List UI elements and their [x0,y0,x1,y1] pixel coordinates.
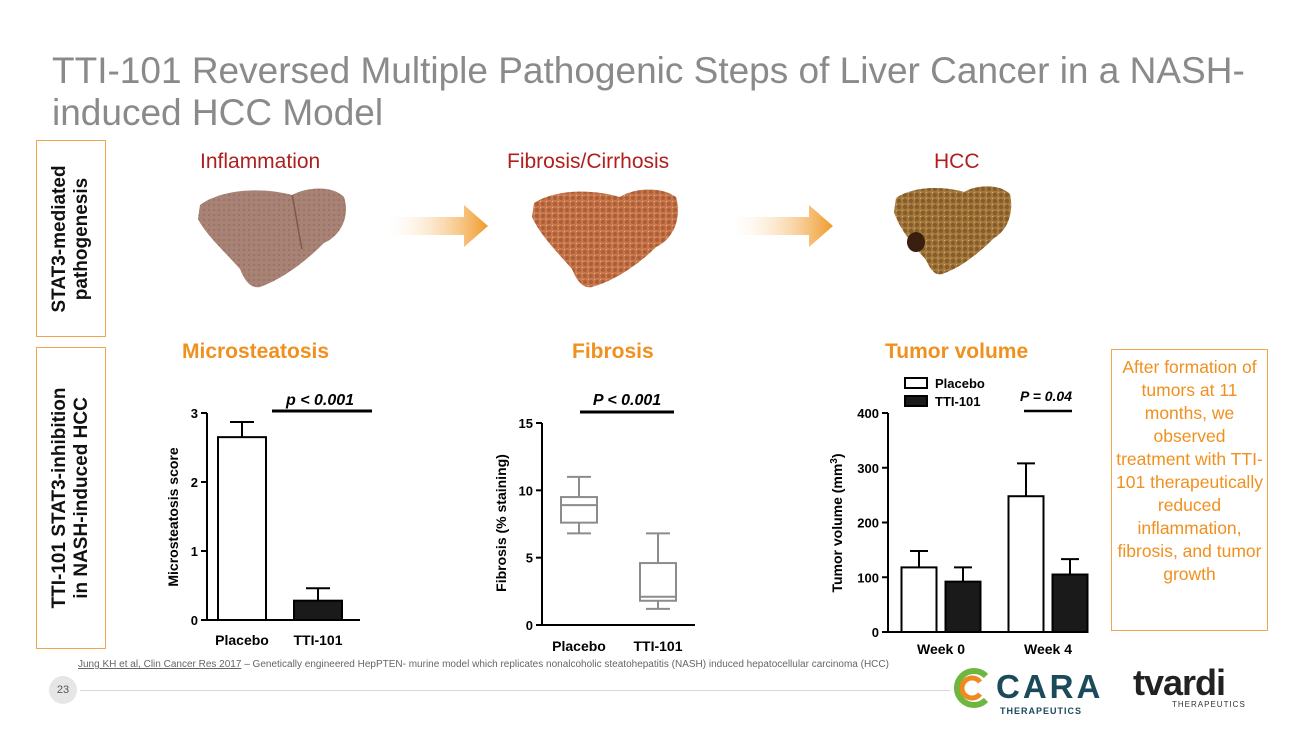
significance-label: p < 0.001 [285,392,354,409]
stage-label-fibrosis: Fibrosis/Cirrhosis [507,150,670,173]
bar-placebo-week-0 [900,566,938,634]
y-tick-label: 100 [857,570,879,585]
tumor-volume-chart: 0 100 200 300 400 Tumor volume (mm3) Week 0 Wee… [829,376,1089,657]
chart-title-fibrosis: Fibrosis [572,340,654,363]
y-tick-label: 10 [519,483,533,498]
microsteatosis-chart: 0 1 2 3 Microsteatosis score Placebo TTI-101 p … [165,392,372,648]
x-tick-label: TTI-101 [293,632,342,648]
y-tick-label: 3 [191,406,198,421]
y-tick-label: 300 [857,461,879,476]
page-number: 23 [49,676,77,704]
x-tick-label: Week 0 [917,641,965,657]
side-label-pathogenesis: STAT3-mediated pathogenesis [36,140,106,337]
reference-link[interactable]: Jung KH et al, Clin Cancer Res 2017 [78,659,242,670]
side-label-bottom-line2: in NASH-induced HCC [71,397,92,599]
side-label-bottom-line1: TTI-101 STAT3-inhibition [49,387,70,609]
summary-note-box: After formation of tumors at 11 months, … [1111,349,1268,631]
legend-swatch [904,395,928,407]
y-tick-label: 15 [519,416,533,431]
footer-divider [80,690,950,691]
x-tick-label: Week 4 [1024,641,1072,657]
arrow-right-icon [388,205,488,247]
slide-title: TTI-101 Reversed Multiple Pathogenic Ste… [52,50,1245,133]
box-tti-101 [639,562,677,602]
x-tick-label: Placebo [215,632,269,648]
y-tick-label: 1 [191,544,198,559]
cara-logo-subtext: THERAPEUTICS [1000,706,1083,716]
stage-label-inflammation: Inflammation [200,150,321,173]
tumor-nodule [907,232,925,252]
bar-tti-101 [293,599,343,621]
y-tick-label: 0 [872,625,879,640]
liver-inflammation-image [198,188,346,288]
y-tick-label: 0 [191,613,198,628]
arrow-right-icon [733,205,833,247]
bar-placebo [217,436,267,622]
significance-label: P = 0.04 [1020,388,1072,404]
reference-citation: Jung KH et al, Clin Cancer Res 2017 – Ge… [78,659,889,670]
y-tick-label: 2 [191,475,198,490]
cara-logo-text: CARA [996,668,1104,705]
y-tick-label: 400 [857,406,879,421]
liver-fibrosis-image [532,189,678,288]
bar-tti-101-week-0 [944,580,982,634]
tvardi-logo-subtext: THERAPEUTICS [1172,700,1246,709]
chart-title-tumor-volume: Tumor volume [885,340,1029,363]
fibrosis-chart: 0 5 10 15 Fibrosis (% staining) Placebo TTI-10… [493,392,695,654]
summary-note-text: After formation of tumors at 11 months, … [1116,357,1263,584]
y-tick-label: 0 [526,618,533,633]
y-axis-label: Microsteatosis score [165,447,181,586]
tvardi-logo-text: tvardi [1133,662,1226,703]
y-tick-label: 200 [857,516,879,531]
liver-hcc-image [894,186,1012,275]
stage-label-hcc: HCC [934,150,980,173]
side-label-inhibition: TTI-101 STAT3-inhibition in NASH-induced … [36,347,106,649]
side-label-top-line1: STAT3-mediated [49,164,70,313]
reference-text: – Genetically engineered HepPTEN- murine… [241,659,889,670]
legend-swatch [904,377,928,389]
side-label-top-line2: pathogenesis [71,177,92,300]
significance-label: P < 0.001 [593,392,661,409]
x-tick-label: TTI-101 [633,638,682,654]
chart-title-microsteatosis: Microsteatosis [182,340,330,363]
y-axis-label: Tumor volume (mm3) [829,453,845,592]
cara-logo-icon [953,668,989,708]
y-tick-label: 5 [526,551,533,566]
bar-placebo-week-4 [1007,495,1045,633]
y-axis-label: Fibrosis (% staining) [493,454,509,592]
legend-label: Placebo [935,376,985,391]
box-placebo [560,496,598,524]
x-tick-label: Placebo [552,638,606,654]
bar-tti-101-week-4 [1051,573,1089,633]
legend-label: TTI-101 [935,394,981,409]
